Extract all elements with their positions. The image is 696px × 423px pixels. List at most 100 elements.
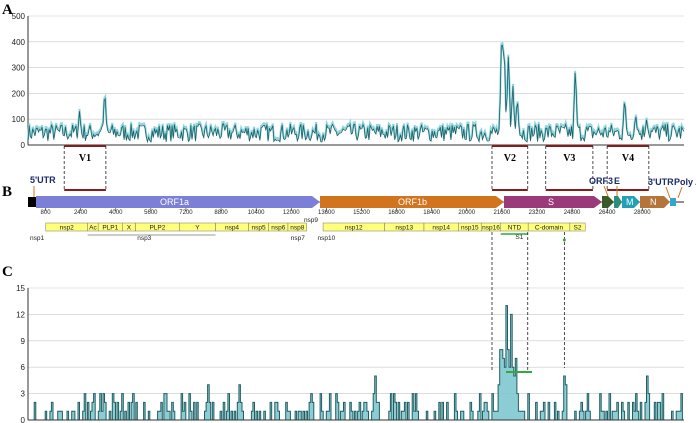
- nsp-label-10: nsp12: [345, 225, 363, 232]
- panel-label-b: B: [2, 184, 12, 200]
- orf1a-label: ORF1a: [160, 197, 189, 207]
- genome-tick-label-12: 20000: [458, 210, 475, 216]
- nsp-label-5: Y: [195, 225, 200, 232]
- nsp-bottom-label-5: S1: [515, 234, 523, 241]
- genome-tick-label-2: 4000: [109, 210, 123, 216]
- orf3-label: ORF3: [589, 176, 613, 186]
- spike-arrow: [504, 196, 602, 208]
- panel-a-gridlines: [28, 15, 684, 120]
- ytick-c-4: 12: [16, 310, 25, 319]
- region-label-v1: V1: [79, 153, 91, 164]
- orf3-pointer: [603, 185, 609, 197]
- panel-c-chart: 0 3 6 9 12 15: [16, 232, 684, 423]
- genome-tick-label-13: 21600: [494, 210, 511, 216]
- genome-tick-label-6: 10400: [248, 210, 265, 216]
- panel-c-outline: [28, 305, 684, 421]
- genome-tick-label-16: 26400: [599, 210, 616, 216]
- nsp-label-2: PLP1: [102, 225, 118, 232]
- genome-tick-label-14: 23200: [529, 210, 546, 216]
- nsp-box-17: [569, 222, 586, 232]
- nsp-label-14: nsp16: [482, 225, 500, 232]
- utr3-label: 3'UTR: [648, 177, 674, 187]
- nucleocapsid-arrow: [640, 196, 670, 208]
- nsp-label-11: nsp13: [395, 225, 413, 232]
- genome-tick-label-10: 16800: [388, 210, 405, 216]
- ytick-a-4: 400: [12, 38, 26, 47]
- nsp-bottom-label-0: nsp1: [30, 235, 44, 242]
- ytick-c-2: 6: [21, 363, 26, 372]
- genome-tick-label-5: 8800: [214, 210, 228, 216]
- ytick-a-0: 0: [21, 141, 26, 150]
- nsp-label-3: X: [127, 225, 132, 232]
- nsp-label-13: nsp15: [461, 225, 479, 232]
- orf1b-arrow: [320, 196, 504, 208]
- panel-label-c: C: [2, 264, 13, 280]
- genome-tick-label-3: 5600: [144, 210, 158, 216]
- utr5-box: [28, 197, 36, 207]
- panel-a-y-axis: 0 100 200 300 400 500: [12, 12, 29, 150]
- envelope-label: E: [614, 176, 620, 186]
- genome-map: 800 2400 4000 5600 7200 8800 10400 12000 13600 15…: [28, 175, 696, 242]
- panel-c-gridlines: [28, 287, 684, 394]
- ytick-c-1: 3: [21, 390, 26, 399]
- panel-c-y-axis: 0 3 6 9 12 15: [16, 284, 29, 423]
- panel-c-area-fill: [28, 305, 684, 420]
- genome-tick-label-7: 12000: [283, 210, 300, 216]
- membrane-arrow: [622, 196, 640, 208]
- s2-marker-dot: [562, 238, 566, 242]
- nsp-label-0: nsp2: [60, 225, 74, 232]
- variable-regions: V1 V2 V3 V4: [63, 145, 650, 191]
- genome-tick-label-0: 800: [41, 210, 52, 216]
- ytick-a-5: 500: [12, 12, 26, 21]
- nsp-box-9: [287, 222, 307, 232]
- ytick-c-3: 9: [21, 337, 26, 346]
- ytick-a-3: 300: [12, 64, 26, 73]
- orf3-arrow: [602, 196, 614, 208]
- genome-tick-label-17: 28000: [634, 210, 651, 216]
- utr3-box: [670, 198, 676, 206]
- nsp-label-7: nsp5: [252, 225, 266, 232]
- nucleocapsid-label: N: [650, 197, 657, 207]
- nsp-label-12: nsp14: [432, 225, 450, 232]
- nsp-label-4: PLP2: [149, 225, 165, 232]
- panel-a-chart: 0 100 200 300 400 500: [12, 12, 685, 150]
- nsp-label-9: nsp8: [290, 225, 304, 232]
- utr5-label: 5'UTR: [30, 175, 56, 185]
- polya-pointer: [677, 186, 683, 199]
- utr3-pointer: [665, 186, 671, 199]
- panel-a-dark-line: [27, 44, 685, 144]
- genome-tick-label-15: 24800: [564, 210, 581, 216]
- ytick-a-2: 200: [12, 89, 26, 98]
- membrane-label: M: [626, 197, 634, 207]
- region-label-v3: V3: [563, 153, 575, 164]
- ytick-c-5: 15: [16, 284, 25, 293]
- ytick-c-0: 0: [21, 416, 26, 423]
- panel-label-a: A: [2, 2, 13, 18]
- region-label-v4: V4: [622, 153, 634, 164]
- nsp-bottom-label-3: nsp9: [304, 217, 318, 224]
- nsp-bottom-label-2: nsp7: [291, 235, 305, 242]
- nsp-label-16: C-domain: [535, 225, 564, 232]
- polya-label: Poly A: [674, 177, 696, 187]
- genome-tick-label-11: 18400: [423, 210, 440, 216]
- panel-a-light-line: [27, 41, 685, 144]
- ytick-a-1: 100: [12, 115, 26, 124]
- nsp-label-1: Ac: [89, 225, 97, 232]
- nsp-label-17: S2: [574, 225, 582, 232]
- nsp-bottom-label-4: nsp10: [317, 235, 335, 242]
- genome-ticks: 800 2400 4000 5600 7200 8800 10400 12000 13600 15…: [41, 208, 651, 216]
- genome-tick-label-9: 15200: [353, 210, 370, 216]
- nsp-label-6: nsp4: [225, 225, 239, 232]
- nsp-label-8: nsp6: [271, 225, 285, 232]
- nsp-bottom-label-1: nsp3: [137, 235, 151, 242]
- genome-tick-label-4: 7200: [179, 210, 193, 216]
- orf1b-label: ORF1b: [398, 197, 427, 207]
- envelope-arrow: [614, 196, 622, 208]
- nsp-bottom-labels: nsp1 nsp3 nsp7 nsp9 nsp10 S1: [30, 217, 529, 242]
- nsp-label-15: NTD: [508, 225, 522, 232]
- spike-label: S: [548, 197, 554, 207]
- region-label-v2: V2: [504, 153, 516, 164]
- genome-tick-label-8: 13600: [318, 210, 335, 216]
